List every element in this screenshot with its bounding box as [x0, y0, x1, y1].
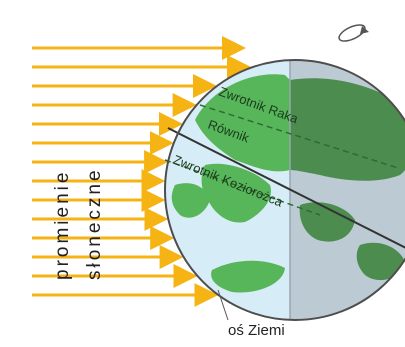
axis-pointer	[217, 289, 229, 321]
label-rays-line2: słoneczne	[84, 167, 105, 280]
tropic-capricorn-line	[164, 159, 321, 216]
continent-africa	[201, 163, 271, 223]
equator-line	[167, 127, 405, 249]
sun-rays	[32, 36, 251, 307]
continent-island	[171, 183, 210, 218]
continent-australia	[356, 242, 405, 281]
continent-antarctica	[211, 260, 285, 293]
globe	[164, 59, 405, 321]
continent-islands-east	[299, 202, 355, 242]
globe-outline	[164, 59, 405, 321]
label-rays-line1: promienie	[52, 170, 73, 280]
label-earth-axis: oś Ziemi	[228, 322, 285, 339]
continent-eurasia-west	[195, 74, 290, 172]
rotation-arrow-icon	[338, 24, 369, 42]
tropic-cancer-line	[199, 104, 399, 169]
continent-asia	[290, 78, 405, 181]
